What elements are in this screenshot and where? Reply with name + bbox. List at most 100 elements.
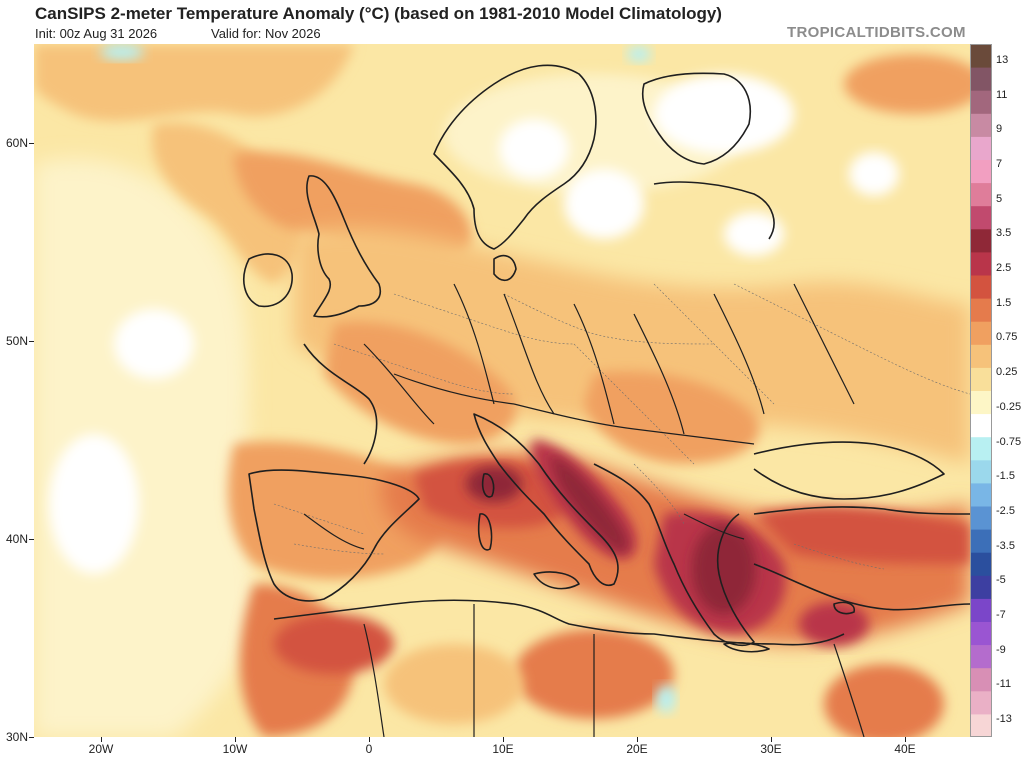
colorbar-swatch: [970, 413, 992, 438]
colorbar-swatch: [970, 228, 992, 253]
colorbar-label: -13: [996, 713, 1012, 725]
colorbar-label: 11: [996, 88, 1008, 101]
lat-label-60n: 60N: [5, 136, 28, 150]
colorbar-swatch: [970, 298, 992, 322]
colorbar-swatch: [970, 344, 992, 368]
colorbar-label: -9: [996, 643, 1006, 656]
colorbar-label: 0.75: [996, 331, 1018, 344]
colorbar-swatch: [970, 367, 992, 391]
colorbar-label: -0.75: [996, 435, 1022, 448]
anomaly-russia-neutral: [849, 152, 899, 196]
brand-watermark[interactable]: TROPICALTIDBITS.COM: [787, 24, 966, 41]
lat-label-50n: 50N: [5, 334, 28, 348]
lat-label-30n: 30N: [5, 730, 28, 744]
colorbar-label: -11: [996, 678, 1012, 691]
anomaly-aegean-extreme: [692, 524, 756, 614]
colorbar-swatch: [970, 390, 992, 415]
colorbar-label: 3.5: [996, 227, 1012, 240]
anomaly-atlantic-pale: [34, 158, 256, 737]
colorbar-swatch: [970, 575, 992, 599]
colorbar-swatch: [970, 644, 992, 669]
lat-tick: [29, 143, 34, 144]
colorbar-swatch: [970, 321, 992, 345]
lat-label-40n: 40N: [5, 532, 28, 546]
colorbar-label: 13: [996, 54, 1009, 66]
colorbar-swatch: [970, 251, 992, 276]
lon-tick: [235, 737, 236, 742]
coastlines: [243, 64, 970, 653]
colorbar-swatch: [970, 159, 992, 184]
anomaly-balkans-north: [584, 371, 760, 464]
anomaly-adriatic-extreme: [549, 454, 629, 553]
anomaly-atlantic-neutral: [49, 434, 139, 574]
colorbar-swatch: [970, 667, 992, 692]
colorbar-label: -1.5: [996, 470, 1015, 483]
lat-tick: [29, 341, 34, 342]
anomaly-baltic-neutral: [724, 212, 784, 256]
colorbar-swatch: [970, 90, 992, 114]
temperature-anomaly-map: [34, 44, 970, 737]
valid-time: Valid for: Nov 2026: [211, 26, 321, 41]
anomaly-iceland-cool: [100, 44, 144, 60]
colorbar-swatch: [970, 44, 992, 68]
anomaly-north-atlantic-warm: [34, 44, 354, 122]
anomaly-sahara-mild: [384, 644, 524, 724]
anomaly-algeria-west: [274, 614, 394, 674]
colorbar-label: -0.25: [996, 400, 1022, 413]
colorbar-swatch: [970, 113, 992, 137]
anomaly-north-sea: [234, 151, 472, 257]
lon-label-0: 0: [365, 742, 373, 756]
colorbar-label: 9: [996, 123, 1003, 136]
colorbar-swatch: [970, 205, 992, 230]
colorbar-swatch: [970, 136, 992, 160]
colorbar-swatch: [970, 529, 992, 553]
anomaly-arctic-warm: [844, 54, 970, 114]
colorbar-swatch: [970, 275, 992, 299]
colorbar-label: -5: [996, 574, 1006, 587]
anomaly-scandinavia-neutral-1: [499, 119, 569, 179]
colorbar: [970, 44, 992, 737]
anomaly-middle-east: [824, 664, 944, 737]
colorbar-swatch: [970, 598, 992, 622]
anomaly-finland-neutral: [654, 74, 794, 154]
anomaly-scandinavia-neutral-2: [564, 169, 644, 239]
lon-label-20w: 20W: [88, 742, 114, 756]
colorbar-label: 2.5: [996, 262, 1012, 275]
lon-label-10e: 10E: [492, 742, 514, 756]
colorbar-swatch: [970, 67, 992, 91]
colorbar-swatch: [970, 182, 992, 207]
init-time: Init: 00z Aug 31 2026: [35, 26, 158, 41]
colorbar-swatch: [970, 482, 992, 507]
anomaly-libya-cool: [656, 685, 676, 713]
colorbar-swatch: [970, 552, 992, 576]
lon-tick: [369, 737, 370, 742]
colorbar-swatch: [970, 436, 992, 461]
colorbar-label: 7: [996, 158, 1003, 171]
lon-tick: [905, 737, 906, 742]
lat-tick: [29, 539, 34, 540]
lon-label-30e: 30E: [760, 742, 782, 756]
colorbar-swatch: [970, 459, 992, 484]
lon-tick: [101, 737, 102, 742]
lon-label-20e: 20E: [626, 742, 648, 756]
anomaly-turkey-hot: [754, 505, 970, 564]
country-borders: [303, 283, 865, 737]
colorbar-label: 5: [996, 192, 1003, 205]
colorbar-swatch: [970, 621, 992, 646]
colorbar-swatch: [970, 506, 992, 530]
anomaly-eastmed-hot: [799, 602, 869, 646]
chart-title: CanSIPS 2-meter Temperature Anomaly (°C)…: [35, 4, 722, 23]
lon-tick: [771, 737, 772, 742]
colorbar-swatch: [970, 690, 992, 715]
colorbar-label: 1.5: [996, 296, 1012, 309]
colorbar-label: -3.5: [996, 539, 1015, 552]
map-canvas: [34, 44, 970, 737]
colorbar-border: [970, 44, 992, 737]
anomaly-atlantic-neutral-2: [114, 309, 194, 379]
lon-label-40e: 40E: [894, 742, 916, 756]
lon-tick: [637, 737, 638, 742]
colorbar-swatch: [970, 713, 992, 737]
lon-label-10w: 10W: [222, 742, 248, 756]
lon-tick: [503, 737, 504, 742]
colorbar-label: 0.25: [996, 366, 1018, 379]
